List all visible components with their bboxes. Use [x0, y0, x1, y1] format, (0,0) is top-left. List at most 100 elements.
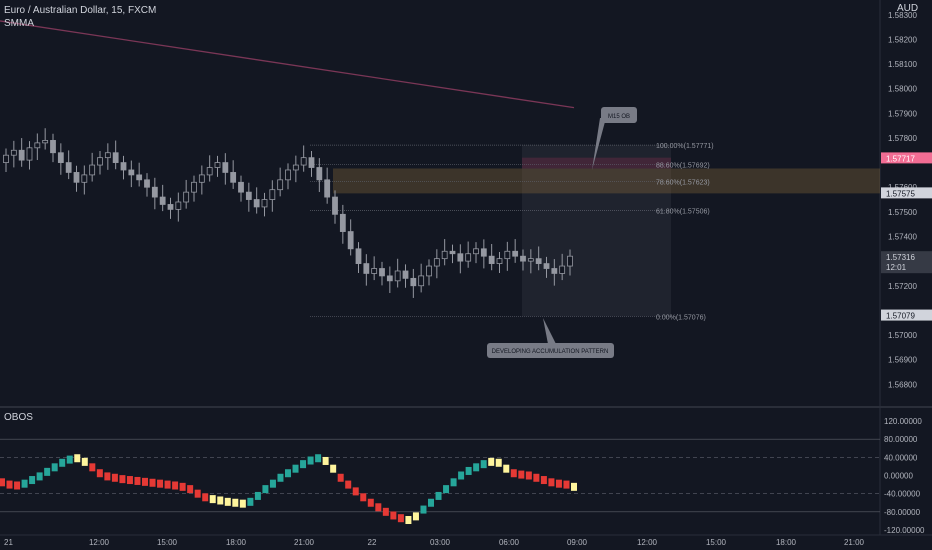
oscillator-bar	[217, 496, 224, 505]
oscillator-bar	[367, 498, 374, 507]
candle-body	[42, 140, 49, 144]
oscillator-bar	[503, 464, 510, 473]
oscillator-bar	[14, 481, 21, 490]
candle-body	[504, 250, 511, 260]
time-axis-tick: 21	[4, 538, 13, 547]
oscillator-bar	[149, 478, 156, 487]
candle-body	[34, 142, 41, 149]
oscillator-bar	[126, 476, 133, 485]
candle-body	[347, 231, 354, 250]
candle-body	[89, 164, 96, 176]
oscillator-bar	[450, 478, 457, 487]
annotation-label: M15 OB	[608, 114, 630, 120]
candle-body	[465, 253, 472, 262]
indicator-name: SMMA	[4, 18, 34, 29]
oscillator-bar	[262, 485, 269, 494]
oscillator-bar	[322, 456, 329, 465]
price-tag-bg	[881, 152, 932, 164]
symbol-title: Euro / Australian Dollar, 15, FXCM	[4, 5, 157, 16]
candle-body	[285, 169, 291, 181]
candle-body	[167, 204, 174, 210]
oscillator-bar	[300, 460, 307, 469]
oscillator-axis-tick: 40.00000	[884, 453, 918, 462]
oscillator-bar	[6, 480, 13, 489]
candle-body	[324, 179, 331, 198]
oscillator-bar	[239, 499, 246, 508]
price-axis-tick: 1.58200	[888, 35, 917, 44]
candle-body	[308, 157, 315, 168]
oscillator-bar	[224, 497, 231, 506]
fib-level-label: 100.00%(1.57771)	[656, 143, 714, 150]
candle-body	[81, 174, 88, 183]
oscillator-bar	[315, 454, 322, 463]
oscillator-bar	[420, 505, 427, 514]
oscillator-bar	[360, 493, 367, 502]
price-tag-bg	[881, 251, 932, 274]
ob-zone-upper	[522, 157, 671, 169]
candle-body	[480, 248, 487, 257]
candle-body	[159, 196, 166, 205]
oscillator-bar	[209, 495, 216, 504]
candle-body	[261, 199, 268, 208]
time-axis-tick: 09:00	[567, 538, 588, 547]
oscillator-axis-tick: -40.00000	[884, 490, 921, 499]
oscillator-bar	[533, 473, 540, 482]
candle-body	[410, 277, 417, 287]
candle-body	[543, 263, 550, 269]
price-axis-tick: 1.57500	[888, 208, 917, 217]
candle-body	[136, 174, 143, 181]
oscillator-bar	[563, 480, 570, 489]
candle-body	[97, 157, 103, 166]
candle-body	[175, 201, 182, 210]
oscillator-bar	[458, 471, 465, 480]
candle-body	[50, 140, 56, 154]
oscillator-bar	[382, 507, 389, 516]
price-axis-tick: 1.57900	[888, 109, 917, 118]
candle-body	[253, 199, 260, 208]
time-axis-tick: 12:00	[637, 538, 658, 547]
candle-body	[269, 189, 276, 200]
candle-body	[198, 174, 205, 183]
fib-level-label: 61.80%(1.57506)	[656, 208, 710, 215]
oscillator-bar	[59, 458, 66, 467]
candle-body	[112, 152, 119, 163]
oscillator-bar	[44, 467, 51, 476]
oscillator-bar	[172, 481, 179, 490]
price-tag-bg	[881, 309, 932, 321]
oscillator-bar	[465, 466, 472, 475]
fib-level-label: 88.60%(1.57692)	[656, 163, 710, 170]
oscillator-bar	[36, 472, 43, 481]
candle-body	[496, 258, 503, 264]
oscillator-bar	[179, 482, 186, 491]
oscillator-bar	[571, 482, 577, 491]
candle-body	[457, 253, 464, 262]
candle-body	[567, 255, 573, 267]
candle-body	[238, 181, 244, 193]
time-axis-tick: 18:00	[776, 538, 797, 547]
oscillator-bar	[525, 471, 532, 480]
oscillator-bar	[111, 473, 118, 482]
candle-body	[535, 258, 542, 264]
price-axis-tick: 1.57800	[888, 134, 917, 143]
candle-body	[222, 162, 229, 173]
annotation-pointer	[543, 318, 556, 344]
oscillator-bar	[495, 458, 502, 467]
candle-body	[551, 268, 558, 274]
candle-body	[488, 255, 495, 264]
time-axis-tick: 15:00	[157, 538, 178, 547]
time-axis-tick: 15:00	[706, 538, 727, 547]
price-tag-bg	[881, 187, 932, 199]
oscillator-bar	[21, 479, 28, 488]
oscillator-bar	[412, 512, 419, 521]
oscillator-bar	[134, 476, 141, 485]
candle-body	[418, 275, 425, 287]
candle-body	[379, 268, 385, 277]
oscillator-bar	[164, 480, 171, 489]
candle-body	[120, 162, 127, 171]
oscillator-bar	[277, 473, 284, 482]
time-axis-tick: 06:00	[499, 538, 520, 547]
oscillator-bar	[375, 503, 382, 512]
price-axis-tick: 1.56800	[888, 380, 917, 389]
smma-line	[0, 20, 575, 109]
